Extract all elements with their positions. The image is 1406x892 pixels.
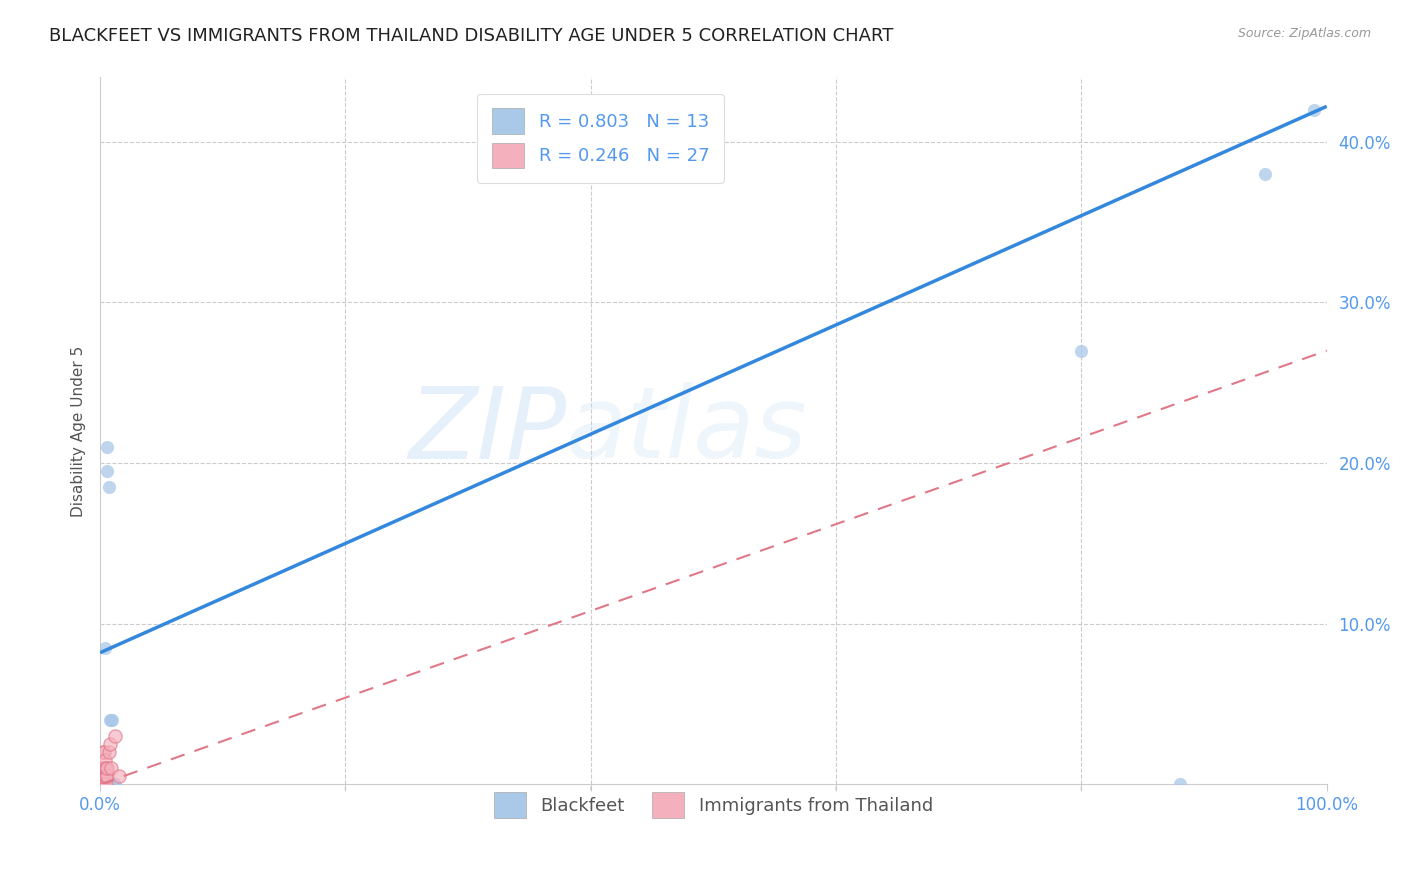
Text: atlas: atlas <box>567 383 808 479</box>
Point <box>91 777 114 791</box>
Y-axis label: Disability Age Under 5: Disability Age Under 5 <box>72 345 86 516</box>
Point <box>90 761 112 775</box>
Text: ZIP: ZIP <box>408 383 567 479</box>
Point <box>98 737 121 751</box>
Point <box>1303 103 1326 117</box>
Point <box>96 464 118 478</box>
Point <box>91 761 114 775</box>
Point <box>91 777 114 791</box>
Point <box>98 713 121 727</box>
Point <box>94 777 117 791</box>
Point <box>94 769 117 783</box>
Point <box>96 761 118 775</box>
Point <box>104 729 127 743</box>
Point <box>91 745 114 759</box>
Point <box>96 440 118 454</box>
Point <box>1254 167 1277 181</box>
Point <box>97 745 120 759</box>
Point <box>90 777 112 791</box>
Point <box>96 769 118 783</box>
Text: Source: ZipAtlas.com: Source: ZipAtlas.com <box>1237 27 1371 40</box>
Point <box>1070 343 1092 358</box>
Point <box>94 640 117 655</box>
Point <box>107 769 129 783</box>
Text: BLACKFEET VS IMMIGRANTS FROM THAILAND DISABILITY AGE UNDER 5 CORRELATION CHART: BLACKFEET VS IMMIGRANTS FROM THAILAND DI… <box>49 27 894 45</box>
Point <box>101 713 124 727</box>
Legend: Blackfeet, Immigrants from Thailand: Blackfeet, Immigrants from Thailand <box>486 785 941 825</box>
Point <box>94 753 117 767</box>
Point <box>96 777 118 791</box>
Point <box>1168 777 1191 791</box>
Point <box>100 713 122 727</box>
Point <box>104 777 127 791</box>
Point <box>91 769 114 783</box>
Point <box>96 761 118 775</box>
Point <box>93 745 115 759</box>
Point <box>90 777 112 791</box>
Point <box>97 480 120 494</box>
Point <box>93 777 115 791</box>
Point <box>96 769 118 783</box>
Point <box>90 769 112 783</box>
Point <box>93 761 115 775</box>
Point <box>103 777 125 791</box>
Point <box>93 769 115 783</box>
Point <box>100 761 122 775</box>
Point <box>90 777 112 791</box>
